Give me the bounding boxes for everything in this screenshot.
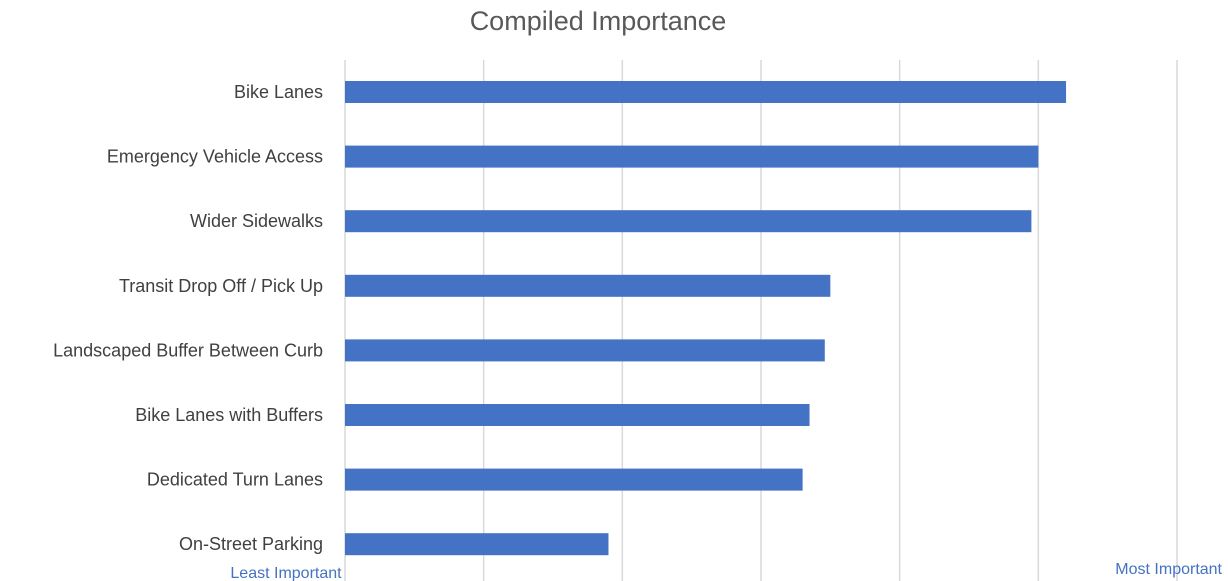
category-label: On-Street Parking [179,534,323,554]
bar [345,339,825,362]
bar [345,468,803,491]
most-important-label: Most Important [1115,561,1222,578]
bar [345,210,1032,233]
category-label: Emergency Vehicle Access [107,147,323,167]
category-label: Dedicated Turn Lanes [147,470,323,490]
bar [345,533,609,556]
category-label: Wider Sidewalks [190,211,323,231]
least-important-label: Least Important [230,565,342,581]
category-label: Landscaped Buffer Between Curb [53,340,323,360]
category-labels: Bike Lanes Emergency Vehicle Access Wider … [53,82,323,554]
bar [345,274,831,297]
category-label: Bike Lanes [234,82,323,102]
bar [345,81,1067,103]
gridlines [344,60,1178,581]
category-label: Bike Lanes with Buffers [135,405,323,425]
category-label: Transit Drop Off / Pick Up [119,276,323,296]
bars [345,81,1067,556]
bar [345,145,1039,168]
chart-title: Compiled Importance [470,6,727,36]
bar [345,404,810,426]
